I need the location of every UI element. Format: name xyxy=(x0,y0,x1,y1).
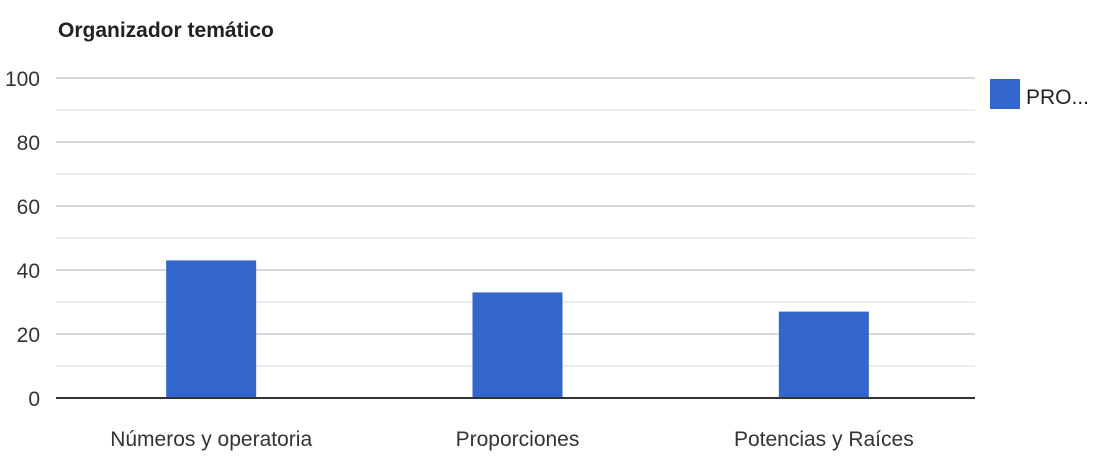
y-tick-label: 60 xyxy=(17,196,40,219)
y-tick-label: 100 xyxy=(5,68,40,91)
bar xyxy=(166,260,257,398)
chart-title: Organizador temático xyxy=(58,19,274,42)
x-tick-label: Números y operatoria xyxy=(110,428,312,451)
y-tick-label: 20 xyxy=(17,324,40,347)
x-tick-label: Potencias y Raíces xyxy=(734,428,914,451)
legend-label: PRO... xyxy=(1026,86,1089,109)
bar xyxy=(472,292,563,398)
bars xyxy=(166,260,869,398)
bar xyxy=(778,311,869,398)
y-tick-label: 40 xyxy=(17,260,40,283)
y-axis-ticks: 0 20 40 60 80 100 xyxy=(5,68,40,411)
x-tick-label: Proporciones xyxy=(456,428,580,451)
y-tick-label: 0 xyxy=(28,388,40,411)
y-tick-label: 80 xyxy=(17,132,40,155)
x-axis-labels: Números y operatoria Proporciones Potencia… xyxy=(110,428,914,451)
legend: PRO... xyxy=(990,79,1089,109)
legend-swatch xyxy=(990,79,1020,109)
